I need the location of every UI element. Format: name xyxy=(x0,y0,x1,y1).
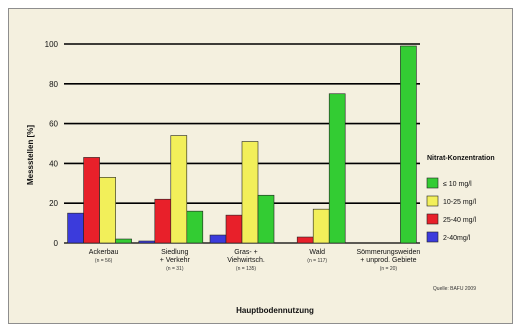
legend-label: 10-25 mg/l xyxy=(443,199,477,206)
y-axis-title: Messstellen [%] xyxy=(26,125,35,185)
legend-swatch xyxy=(426,213,439,225)
y-tick-label: 100 xyxy=(45,40,59,49)
bar xyxy=(186,210,204,244)
legend-label: ≤ 10 mg/l xyxy=(443,181,472,188)
bar xyxy=(83,157,100,244)
category-count-label: (n = 117) xyxy=(307,258,327,264)
category-count-label: (n = 20) xyxy=(380,266,398,272)
y-tick-label: 60 xyxy=(49,120,58,129)
bar xyxy=(257,194,275,244)
category-label: + unprod. Gebiete xyxy=(360,257,416,264)
bar xyxy=(225,214,243,244)
bar xyxy=(67,212,84,244)
y-tick-label: 20 xyxy=(49,199,58,208)
y-tick-label: 80 xyxy=(49,80,58,89)
legend-title: Nitrat-Konzentration xyxy=(427,155,495,162)
source-note: Quelle: BAFU 2009 xyxy=(433,286,476,292)
legend-swatch xyxy=(426,177,439,189)
category-label: Siedlung xyxy=(161,249,188,256)
legend-swatch xyxy=(426,195,439,207)
legend-label: 25-40 mg/l xyxy=(443,217,477,224)
category-label: Ackerbau xyxy=(89,249,119,256)
category-count-label: (n = 56) xyxy=(95,258,113,264)
bar xyxy=(241,141,259,244)
category-label: + Verkehr xyxy=(160,257,191,264)
y-tick-label: 0 xyxy=(54,239,59,248)
bar xyxy=(400,45,417,244)
category-count-label: (n = 31) xyxy=(166,266,184,272)
category-label: Wald xyxy=(309,249,325,256)
x-axis-title: Hauptbodennutzung xyxy=(236,306,314,315)
legend-label: 2-40mg/l xyxy=(443,235,471,242)
y-tick-label: 40 xyxy=(49,159,58,168)
bar xyxy=(138,240,156,244)
bar xyxy=(99,177,116,244)
category-count-label: (n = 135) xyxy=(236,266,256,272)
category-label: Gras- + xyxy=(234,249,258,256)
bar xyxy=(328,93,346,244)
category-label: Viehwirtsch. xyxy=(227,257,265,264)
bar xyxy=(115,238,132,244)
bar xyxy=(312,208,330,244)
legend-swatch xyxy=(426,231,439,243)
bar xyxy=(209,234,227,244)
bar xyxy=(154,198,172,244)
category-label: Sömmerungsweiden xyxy=(356,249,420,256)
bar xyxy=(170,135,188,244)
bar xyxy=(296,236,314,244)
